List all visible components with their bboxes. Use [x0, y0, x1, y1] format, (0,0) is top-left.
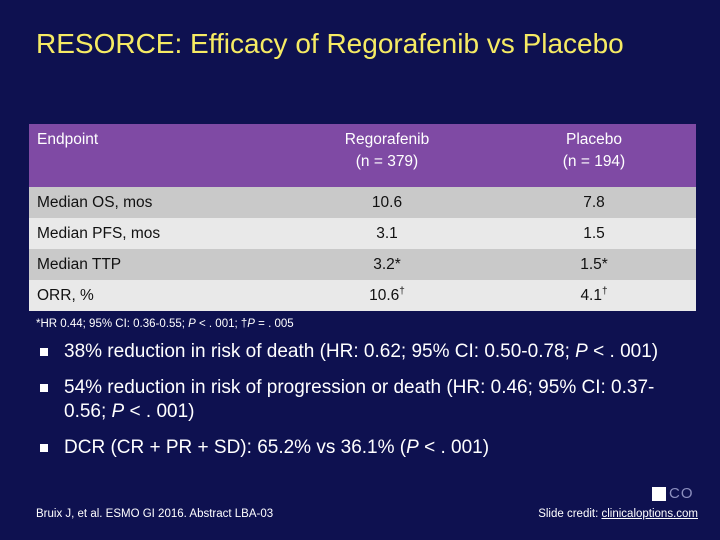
- header-endpoint: Endpoint: [29, 124, 282, 187]
- slide-credit-link[interactable]: clinicaloptions.com: [601, 508, 698, 520]
- square-bullet-icon: [40, 384, 48, 392]
- header-regorafenib-n: (n = 379): [355, 153, 419, 170]
- table-row: ORR, % 10.6† 4.1†: [29, 280, 696, 311]
- table-row: Median OS, mos 10.6 7.8: [29, 187, 696, 218]
- table-row: Median TTP 3.2* 1.5*: [29, 249, 696, 280]
- logo-text: CO: [669, 485, 694, 502]
- bullet-item: DCR (CR + PR + SD): 65.2% vs 36.1% (P < …: [38, 436, 678, 460]
- slide-credit-label: Slide credit:: [538, 508, 602, 520]
- header-placebo-n: (n = 194): [562, 153, 626, 170]
- row-placebo-value: 1.5*: [492, 249, 696, 280]
- header-placebo-label: Placebo: [565, 131, 622, 148]
- row-endpoint: Median TTP: [29, 249, 282, 280]
- row-regorafenib-value: 3.2*: [282, 249, 492, 280]
- row-placebo-value: 7.8: [492, 187, 696, 218]
- clinical-options-logo: CO: [652, 485, 698, 502]
- row-regorafenib-value: 10.6: [282, 187, 492, 218]
- header-regorafenib: Regorafenib (n = 379): [282, 124, 492, 187]
- row-placebo-value: 1.5: [492, 218, 696, 249]
- citation: Bruix J, et al. ESMO GI 2016. Abstract L…: [36, 508, 274, 520]
- table-header-row: Endpoint Regorafenib (n = 379) Placebo (…: [29, 124, 696, 187]
- row-endpoint: Median PFS, mos: [29, 218, 282, 249]
- row-endpoint: ORR, %: [29, 280, 282, 311]
- bullet-item: 38% reduction in risk of death (HR: 0.62…: [38, 340, 678, 364]
- square-bullet-icon: [40, 444, 48, 452]
- slide-title: RESORCE: Efficacy of Regorafenib vs Plac…: [36, 28, 624, 59]
- row-regorafenib-value: 3.1: [282, 218, 492, 249]
- header-regorafenib-label: Regorafenib: [344, 131, 430, 148]
- table-footnote: *HR 0.44; 95% CI: 0.36-0.55; P < . 001; …: [36, 318, 294, 330]
- efficacy-table: Endpoint Regorafenib (n = 379) Placebo (…: [29, 124, 696, 311]
- bullet-list: 38% reduction in risk of death (HR: 0.62…: [38, 340, 678, 472]
- slide-credit: Slide credit: clinicaloptions.com: [538, 508, 698, 520]
- bullet-item: 54% reduction in risk of progression or …: [38, 376, 678, 424]
- row-regorafenib-value: 10.6†: [282, 280, 492, 311]
- header-endpoint-label: Endpoint: [37, 131, 99, 148]
- row-placebo-value: 4.1†: [492, 280, 696, 311]
- square-bullet-icon: [40, 348, 48, 356]
- table-row: Median PFS, mos 3.1 1.5: [29, 218, 696, 249]
- row-endpoint: Median OS, mos: [29, 187, 282, 218]
- logo-square-icon: [652, 487, 666, 501]
- header-placebo: Placebo (n = 194): [492, 124, 696, 187]
